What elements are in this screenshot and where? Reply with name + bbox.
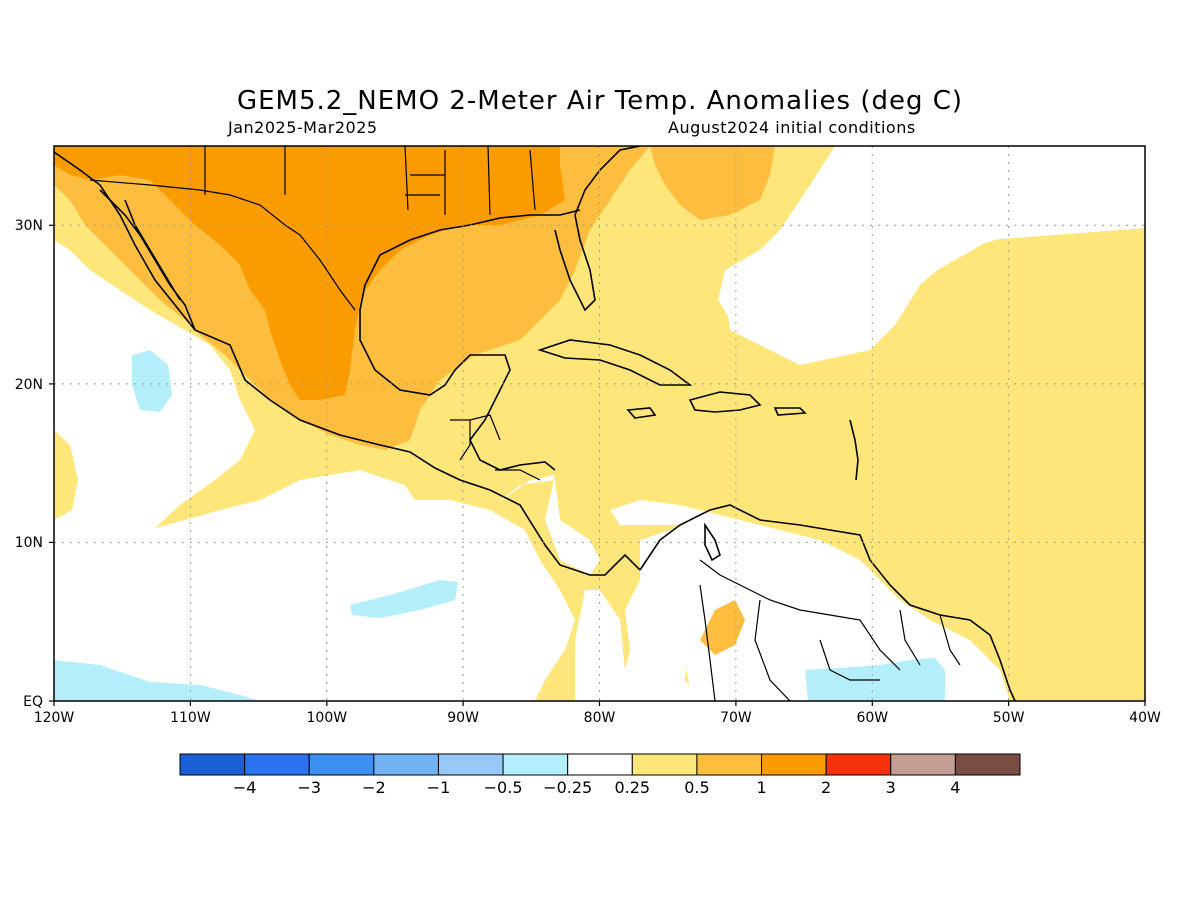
coastline-hispaniola	[688, 391, 762, 413]
coastline-florida	[554, 214, 596, 312]
colorbar-swatch	[761, 753, 827, 776]
coastline-maracaibo	[704, 522, 721, 562]
anomaly-region-west	[54, 430, 78, 520]
colorbar-label: 0.25	[614, 778, 650, 797]
colorbar-label: −3	[297, 778, 321, 797]
lon-label: 50W	[993, 710, 1025, 726]
colorbar-label: −0.25	[543, 778, 592, 797]
colorbar-swatch	[890, 753, 956, 776]
colorbar-swatch	[825, 753, 892, 776]
coastline-cuba	[537, 339, 693, 386]
border-us-states	[204, 146, 536, 216]
tick-marks	[49, 224, 1146, 706]
anomaly-region-1	[54, 146, 565, 400]
border-south-america	[699, 559, 961, 701]
lat-label: 30N	[15, 218, 43, 234]
coastline-lesser-antilles	[849, 419, 859, 481]
neutral-region-atlantic	[718, 146, 1145, 365]
anomaly-region-neg-0.25	[132, 350, 172, 412]
colorbar: −4 −3 −2 −1 −0.5 −0.25 0.25 0.5 1 2 3 4	[179, 753, 1021, 797]
anomaly-region-neg-0.25-equator	[54, 660, 260, 701]
colorbar-label: −1	[427, 778, 451, 797]
colorbar-label: −2	[362, 778, 386, 797]
lon-label: 70W	[720, 710, 752, 726]
colorbar-label: 4	[950, 778, 960, 797]
coastline-puerto-rico	[773, 407, 807, 416]
colorbar-swatch	[244, 753, 310, 776]
colorbar-swatch	[373, 753, 439, 776]
neutral-region-south-america	[600, 520, 730, 701]
neutral-region-central-america	[495, 475, 600, 575]
lat-label: EQ	[23, 694, 43, 710]
forecast-period: Jan2025-Mar2025	[228, 118, 378, 137]
border-central-america	[450, 414, 541, 481]
longitude-labels: 120W 110W 100W 90W 80W 70W 60W 50W 40W	[34, 710, 1161, 726]
coastline-gulf	[359, 209, 581, 471]
colorbar-label: −4	[233, 778, 257, 797]
lon-label: 90W	[447, 710, 479, 726]
colorbar-swatch	[631, 753, 698, 776]
lat-label: 10N	[15, 535, 43, 551]
colorbar-swatch	[179, 753, 246, 776]
lon-label: 120W	[34, 710, 75, 726]
colorbar-swatch	[502, 753, 569, 776]
colorbar-label: 0.5	[684, 778, 709, 797]
colorbar-swatch	[437, 753, 504, 776]
coastline-mexico-pacific	[54, 151, 641, 576]
lon-label: 100W	[307, 710, 348, 726]
colorbar-swatch	[308, 753, 375, 776]
colorbar-swatch	[567, 753, 633, 776]
lon-label: 110W	[170, 710, 211, 726]
anomaly-region-0.5-south	[700, 600, 745, 655]
coastline-jamaica	[626, 407, 657, 419]
coastline-layer	[54, 146, 1016, 701]
map-title: GEM5.2_NEMO 2-Meter Air Temp. Anomalies …	[236, 86, 964, 116]
border-us-mexico	[89, 179, 356, 311]
coastline-south-america	[639, 504, 1016, 701]
colorbar-label: 3	[886, 778, 896, 797]
graticule	[54, 146, 1145, 701]
colorbar-swatch	[696, 753, 763, 776]
coastline-baja	[99, 189, 196, 331]
colorbar-label: 2	[821, 778, 831, 797]
initial-conditions: August2024 initial conditions	[668, 118, 916, 137]
lon-label: 80W	[584, 710, 616, 726]
lat-label: 20N	[15, 377, 43, 393]
latitude-labels: EQ 10N 20N 30N	[15, 218, 43, 710]
colorbar-swatch	[954, 753, 1021, 776]
map-fill-layer	[54, 146, 1145, 701]
lon-label: 60W	[856, 710, 888, 726]
anomaly-region-neg-0.25-pacific	[350, 580, 458, 618]
lon-label: 40W	[1129, 710, 1161, 726]
anomaly-region-0.5-east	[650, 146, 775, 220]
colorbar-label: −0.5	[484, 778, 523, 797]
colorbar-label: 1	[756, 778, 766, 797]
